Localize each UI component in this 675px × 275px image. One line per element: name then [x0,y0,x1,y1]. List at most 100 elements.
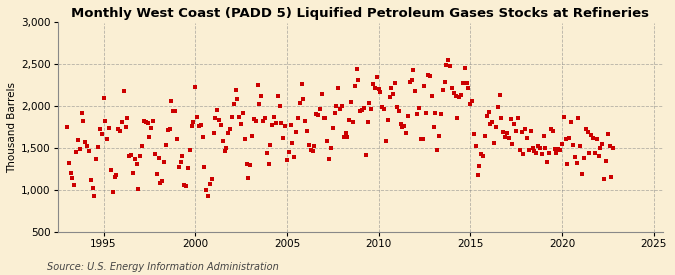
Point [190,85,200,89]
Point [166,99,177,103]
Point [419,83,430,88]
Point [102,137,113,142]
Point [531,151,541,155]
Point [584,151,595,155]
Point [445,64,456,68]
Point [392,105,402,109]
Point [404,80,415,84]
Point [217,139,228,144]
Point [142,121,153,126]
Point [254,101,265,106]
Point [498,130,509,135]
Point [386,86,397,90]
Point [232,97,243,101]
Point [250,119,261,123]
Point [456,93,466,97]
Point [547,128,558,133]
Point [591,137,602,141]
Point [236,121,246,126]
Point [307,148,318,153]
Point [113,127,124,131]
Point [520,127,531,131]
Point [155,181,166,186]
Point [549,147,560,151]
Point [291,130,302,134]
Point [595,146,606,151]
Point [210,116,221,120]
Point [580,127,591,132]
Point [439,80,450,84]
Point [502,131,512,135]
Point [162,128,173,133]
Point [337,104,348,108]
Point [333,86,344,90]
Point [304,143,315,147]
Point [588,136,599,141]
Point [115,129,126,134]
Point [144,135,155,139]
Point [67,175,78,180]
Point [608,146,619,150]
Point [289,155,300,160]
Point [524,148,535,152]
Point [300,119,310,123]
Point [586,133,597,137]
Point [483,109,494,114]
Point [447,86,458,90]
Point [287,141,298,145]
Point [171,137,182,141]
Point [263,161,274,166]
Point [470,144,481,148]
Point [124,154,134,158]
Point [271,121,281,125]
Point [375,90,386,94]
Point [435,112,446,116]
Point [258,119,269,124]
Point [443,58,454,63]
Point [388,92,399,97]
Point [71,150,82,155]
Point [505,116,516,121]
Point [389,81,400,85]
Point [234,115,244,119]
Point [269,115,279,120]
Point [496,116,507,120]
Point [401,131,412,136]
Point [256,94,267,98]
Point [351,67,362,71]
Point [537,152,547,156]
Point [461,81,472,85]
Point [161,143,171,147]
Point [310,112,321,116]
Point [448,90,459,95]
Point [97,132,107,136]
Point [485,122,496,126]
Point [543,150,554,155]
Point [100,119,111,124]
Point [227,115,238,120]
Point [366,107,377,111]
Point [72,138,83,142]
Point [128,170,138,175]
Point [342,135,353,139]
Point [533,143,543,148]
Point [512,116,523,121]
Point [460,66,470,70]
Point [414,106,425,110]
Point [384,94,395,99]
Point [399,124,410,128]
Point [126,153,136,157]
Point [427,94,437,99]
Point [184,148,195,153]
Point [583,130,593,134]
Point [241,162,252,166]
Point [315,107,325,111]
Title: Monthly West Coast (PADD 5) Liquified Petroleum Gases Stocks at Refineries: Monthly West Coast (PADD 5) Liquified Pe… [72,7,649,20]
Point [84,149,95,154]
Point [265,143,276,147]
Point [87,186,98,191]
Point [164,127,175,131]
Point [267,123,277,127]
Point [246,134,257,138]
Point [89,194,100,199]
